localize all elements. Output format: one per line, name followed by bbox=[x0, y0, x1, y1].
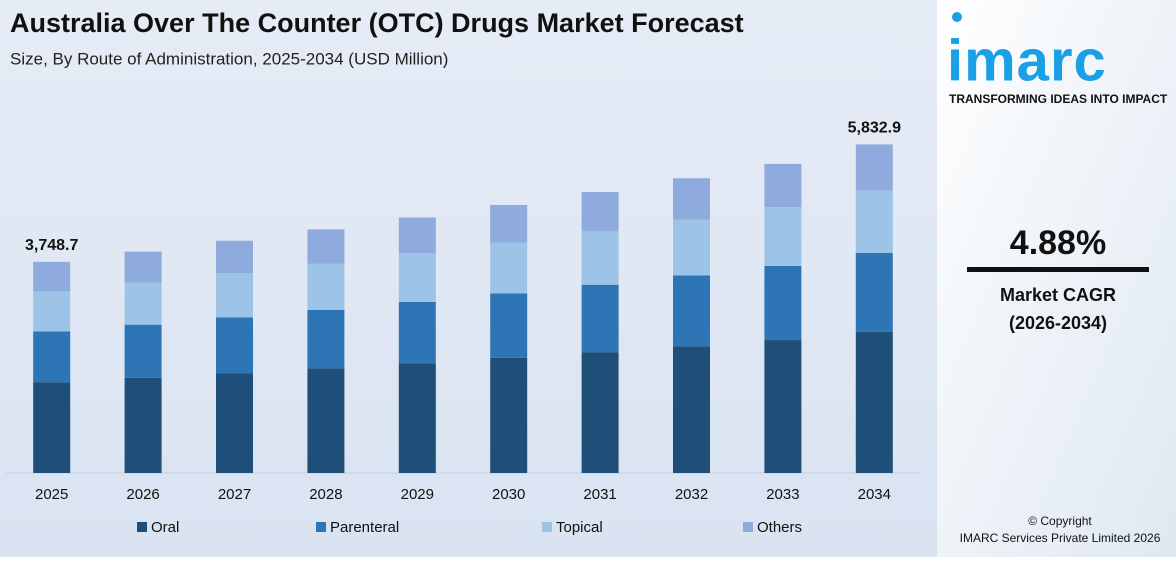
bar-segment bbox=[307, 368, 345, 473]
legend-label: Oral bbox=[151, 519, 179, 536]
x-tick-label: 2028 bbox=[309, 486, 342, 503]
bar-segment bbox=[398, 301, 436, 364]
bar-segment bbox=[398, 253, 436, 302]
chart-title: Australia Over The Counter (OTC) Drugs M… bbox=[10, 8, 744, 38]
bar-segment bbox=[581, 192, 619, 232]
bar-segment bbox=[124, 324, 162, 378]
bar-segment bbox=[216, 273, 253, 318]
logo: imarc bbox=[947, 28, 1107, 93]
bar-segment bbox=[764, 207, 802, 266]
bar-segment bbox=[490, 357, 528, 473]
legend-swatch bbox=[542, 522, 552, 532]
bar-segment bbox=[764, 265, 802, 341]
bar-segment bbox=[124, 282, 162, 325]
bar-segment bbox=[490, 293, 528, 358]
bar-segment bbox=[398, 217, 436, 254]
bar-segment bbox=[307, 229, 345, 264]
bar-segment bbox=[673, 219, 710, 276]
total-label: 3,748.7 bbox=[25, 237, 78, 254]
bar-segment bbox=[307, 309, 345, 369]
bar-segment bbox=[581, 231, 619, 285]
legend-label: Others bbox=[757, 519, 802, 536]
bar-segment bbox=[673, 178, 710, 220]
bar-segment bbox=[33, 382, 71, 473]
bar-segment bbox=[216, 373, 253, 473]
legend-swatch bbox=[137, 522, 147, 532]
logo-dot bbox=[952, 12, 962, 22]
bar-segment bbox=[490, 204, 528, 243]
bar-segment bbox=[490, 242, 528, 294]
cagr-value: 4.88% bbox=[1010, 224, 1106, 262]
bar-segment bbox=[855, 252, 893, 332]
bar-segment bbox=[673, 346, 710, 473]
legend-label: Parenteral bbox=[330, 519, 399, 536]
legend-swatch bbox=[316, 522, 326, 532]
bar-segment bbox=[216, 240, 253, 274]
sidebar-background bbox=[937, 0, 1176, 557]
legend-swatch bbox=[743, 522, 753, 532]
x-tick-label: 2033 bbox=[766, 486, 799, 503]
x-tick-label: 2029 bbox=[401, 486, 434, 503]
cagr-label: Market CAGR bbox=[1000, 285, 1116, 305]
bar-segment bbox=[764, 163, 802, 208]
company: IMARC Services Private Limited 2026 bbox=[960, 531, 1161, 545]
bar-segment bbox=[855, 190, 893, 253]
x-tick-label: 2026 bbox=[126, 486, 159, 503]
chart-subtitle: Size, By Route of Administration, 2025-2… bbox=[10, 49, 448, 68]
bar-segment bbox=[124, 251, 162, 283]
x-tick-label: 2030 bbox=[492, 486, 525, 503]
x-tick-label: 2032 bbox=[675, 486, 708, 503]
bar-segment bbox=[307, 263, 345, 310]
tagline: TRANSFORMING IDEAS INTO IMPACT bbox=[949, 92, 1168, 106]
bar-segment bbox=[216, 317, 253, 374]
x-tick-label: 2034 bbox=[858, 486, 891, 503]
x-tick-label: 2025 bbox=[35, 486, 68, 503]
bar-segment bbox=[33, 261, 71, 292]
bar-segment bbox=[855, 331, 893, 473]
bar-segment bbox=[398, 363, 436, 473]
legend-label: Topical bbox=[556, 519, 603, 536]
bar-segment bbox=[673, 275, 710, 347]
total-label: 5,832.9 bbox=[848, 120, 901, 137]
bar-segment bbox=[124, 377, 162, 473]
x-tick-label: 2027 bbox=[218, 486, 251, 503]
bar-segment bbox=[33, 291, 71, 332]
bar-segment bbox=[581, 352, 619, 473]
cagr-period: (2026-2034) bbox=[1009, 313, 1107, 333]
bar-segment bbox=[764, 340, 802, 473]
bar-segment bbox=[855, 144, 893, 191]
cagr-rule bbox=[967, 267, 1149, 272]
bar-segment bbox=[581, 284, 619, 353]
bar-segment bbox=[33, 331, 71, 383]
x-tick-label: 2031 bbox=[583, 486, 616, 503]
copyright: © Copyright bbox=[1028, 514, 1092, 528]
